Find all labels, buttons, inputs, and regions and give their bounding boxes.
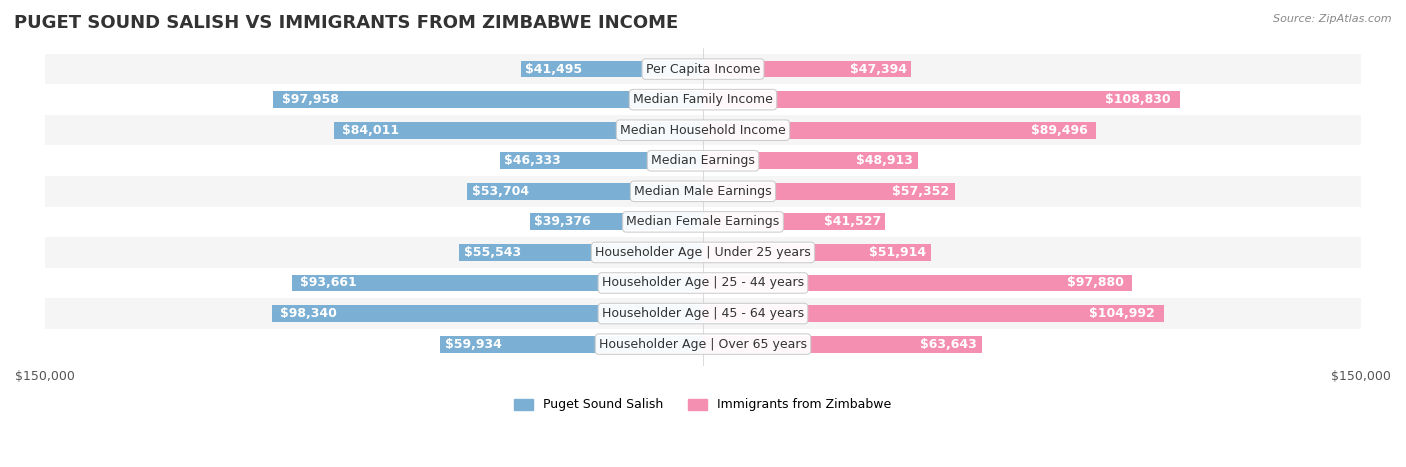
Text: $39,376: $39,376 bbox=[534, 215, 591, 228]
Bar bbox=[703, 275, 1132, 291]
Text: Householder Age | 45 - 64 years: Householder Age | 45 - 64 years bbox=[602, 307, 804, 320]
Bar bbox=[703, 213, 886, 230]
Text: $98,340: $98,340 bbox=[280, 307, 337, 320]
Text: $46,333: $46,333 bbox=[503, 154, 561, 167]
Bar bbox=[703, 122, 1095, 139]
Bar bbox=[45, 237, 1361, 268]
Text: $63,643: $63,643 bbox=[920, 338, 977, 351]
Text: $59,934: $59,934 bbox=[446, 338, 502, 351]
Legend: Puget Sound Salish, Immigrants from Zimbabwe: Puget Sound Salish, Immigrants from Zimb… bbox=[509, 394, 897, 417]
Text: $57,352: $57,352 bbox=[893, 185, 949, 198]
Text: $89,496: $89,496 bbox=[1031, 124, 1088, 137]
Text: $97,958: $97,958 bbox=[281, 93, 339, 106]
Bar bbox=[460, 244, 703, 261]
Bar bbox=[522, 61, 703, 78]
Text: Median Household Income: Median Household Income bbox=[620, 124, 786, 137]
Bar bbox=[467, 183, 703, 200]
Text: $55,543: $55,543 bbox=[464, 246, 522, 259]
Bar bbox=[273, 91, 703, 108]
Bar bbox=[45, 146, 1361, 176]
Bar bbox=[271, 305, 703, 322]
Bar bbox=[335, 122, 703, 139]
Text: $51,914: $51,914 bbox=[869, 246, 927, 259]
Text: $108,830: $108,830 bbox=[1105, 93, 1171, 106]
Bar bbox=[530, 213, 703, 230]
Text: Median Family Income: Median Family Income bbox=[633, 93, 773, 106]
Bar bbox=[45, 329, 1361, 360]
Text: $53,704: $53,704 bbox=[472, 185, 529, 198]
Bar bbox=[703, 244, 931, 261]
Text: PUGET SOUND SALISH VS IMMIGRANTS FROM ZIMBABWE INCOME: PUGET SOUND SALISH VS IMMIGRANTS FROM ZI… bbox=[14, 14, 678, 32]
Bar bbox=[703, 305, 1164, 322]
Text: $97,880: $97,880 bbox=[1067, 276, 1123, 290]
Bar bbox=[703, 183, 955, 200]
Bar bbox=[45, 206, 1361, 237]
Bar bbox=[703, 61, 911, 78]
Bar bbox=[703, 91, 1181, 108]
Bar bbox=[45, 115, 1361, 146]
Text: Median Earnings: Median Earnings bbox=[651, 154, 755, 167]
Bar bbox=[703, 152, 918, 169]
Bar bbox=[703, 336, 983, 353]
Text: $93,661: $93,661 bbox=[301, 276, 357, 290]
Text: Householder Age | Under 25 years: Householder Age | Under 25 years bbox=[595, 246, 811, 259]
Bar bbox=[45, 85, 1361, 115]
Text: $84,011: $84,011 bbox=[342, 124, 399, 137]
Bar bbox=[45, 54, 1361, 85]
Text: $47,394: $47,394 bbox=[849, 63, 907, 76]
Text: $41,527: $41,527 bbox=[824, 215, 882, 228]
Text: Median Female Earnings: Median Female Earnings bbox=[627, 215, 779, 228]
Bar bbox=[45, 176, 1361, 206]
Bar bbox=[45, 298, 1361, 329]
Bar bbox=[440, 336, 703, 353]
Text: Per Capita Income: Per Capita Income bbox=[645, 63, 761, 76]
Text: $41,495: $41,495 bbox=[524, 63, 582, 76]
Text: Source: ZipAtlas.com: Source: ZipAtlas.com bbox=[1274, 14, 1392, 24]
Bar bbox=[499, 152, 703, 169]
Bar bbox=[45, 268, 1361, 298]
Text: Householder Age | Over 65 years: Householder Age | Over 65 years bbox=[599, 338, 807, 351]
Text: $48,913: $48,913 bbox=[856, 154, 914, 167]
Text: $104,992: $104,992 bbox=[1088, 307, 1154, 320]
Text: Householder Age | 25 - 44 years: Householder Age | 25 - 44 years bbox=[602, 276, 804, 290]
Bar bbox=[292, 275, 703, 291]
Text: Median Male Earnings: Median Male Earnings bbox=[634, 185, 772, 198]
